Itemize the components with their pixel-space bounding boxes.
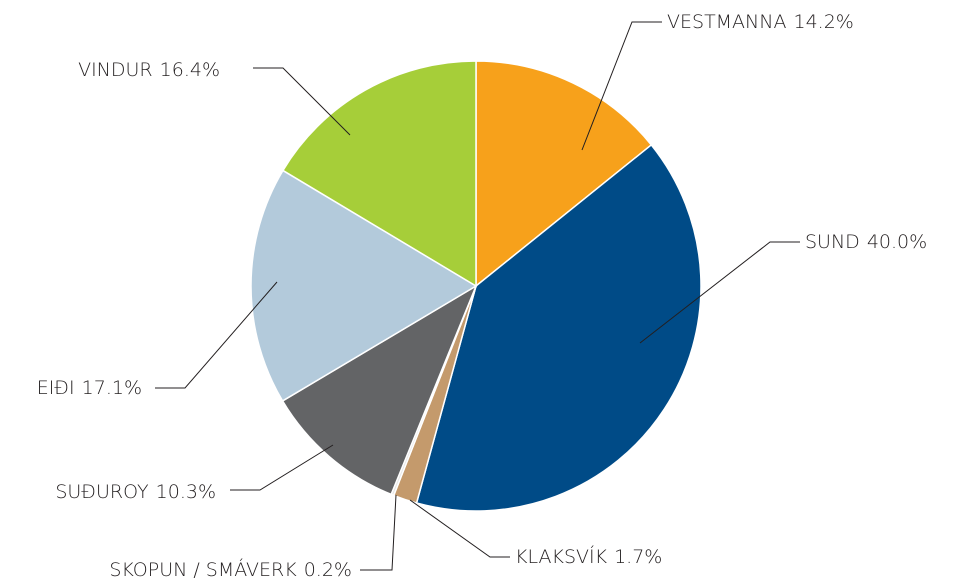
value-label: 40.0%: [867, 231, 927, 253]
pie-slice: [281, 60, 477, 288]
slice-label: SKOPUN / SMÁVERK 0.2%: [109, 558, 352, 579]
category-label: SKOPUN / SMÁVERK: [109, 558, 297, 579]
pie-slice: [250, 169, 478, 402]
leader-line: [155, 281, 278, 389]
leader-line: [253, 67, 351, 136]
leader-line: [639, 241, 800, 344]
value-label: 0.2%: [304, 559, 352, 579]
category-label: KLAKSVÍK: [515, 545, 608, 568]
pie-slice: [281, 284, 478, 496]
category-label: VESTMANNA: [667, 11, 786, 33]
value-label: 16.4%: [160, 59, 220, 81]
value-label: 17.1%: [82, 377, 142, 399]
category-label: VINDUR: [78, 59, 153, 81]
category-label: SUND: [805, 231, 860, 253]
value-label: 10.3%: [156, 481, 216, 503]
pie-slice: [415, 143, 702, 512]
category-label: EIÐI: [37, 377, 75, 399]
slice-label: SUND 40.0%: [805, 231, 927, 253]
slice-label: SUÐUROY 10.3%: [55, 481, 216, 503]
category-label: SUÐUROY: [55, 481, 149, 503]
leader-line: [360, 494, 397, 571]
value-label: 1.7%: [614, 546, 662, 568]
slice-label: VESTMANNA 14.2%: [667, 11, 854, 33]
value-label: 14.2%: [793, 11, 853, 33]
slice-label: VINDUR 16.4%: [78, 59, 220, 81]
pie-slice: [475, 60, 653, 288]
leader-line: [581, 21, 662, 151]
leader-line: [230, 444, 334, 491]
slice-label: EIÐI 17.1%: [37, 377, 142, 399]
leader-line: [409, 499, 510, 558]
slice-label: KLAKSVÍK 1.7%: [515, 545, 662, 568]
